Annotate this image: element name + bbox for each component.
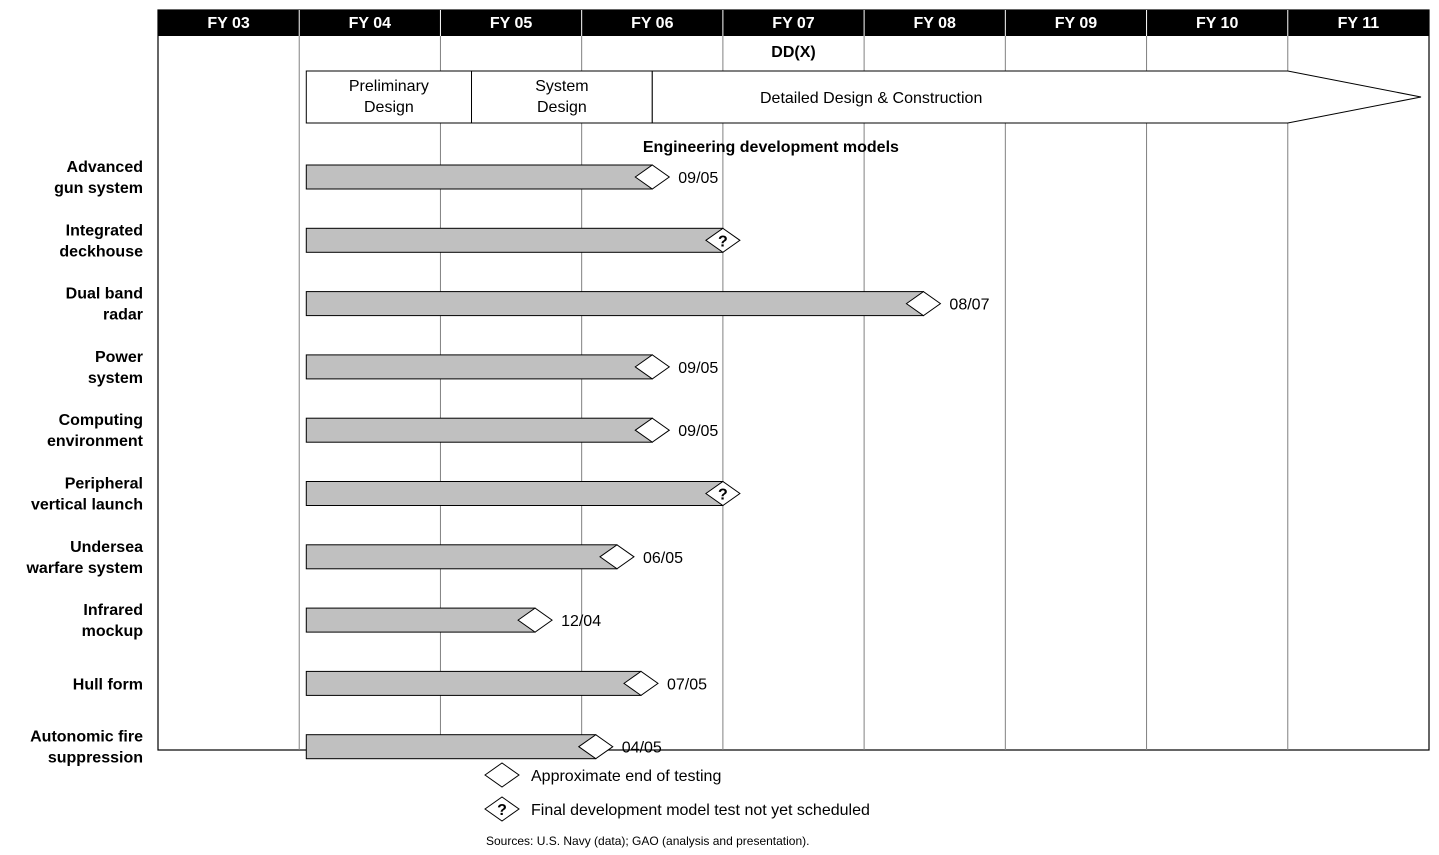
source-note: Sources: U.S. Navy (data); GAO (analysis…	[486, 834, 809, 848]
year-header-label: FY 06	[631, 15, 674, 32]
year-header-label: FY 09	[1055, 15, 1098, 32]
row-label: mockup	[82, 623, 144, 640]
task-bar	[305, 670, 642, 696]
end-of-testing-marker	[634, 417, 671, 443]
task-bar	[305, 291, 924, 317]
not-scheduled-marker	[705, 227, 741, 253]
legend-label: Approximate end of testing	[531, 768, 721, 785]
date-label: 12/04	[561, 613, 601, 630]
legend-label: Final development model test not yet sch…	[531, 802, 870, 819]
row-label: Dual band	[66, 286, 143, 303]
question-mark: ?	[718, 487, 728, 504]
end-of-testing-marker	[517, 607, 553, 633]
date-label: 04/05	[622, 740, 662, 757]
task-bar	[305, 544, 618, 570]
phase-box	[305, 70, 473, 124]
row-label: Advanced	[67, 159, 143, 176]
task-bar	[305, 354, 653, 380]
date-label: 07/05	[667, 676, 707, 693]
row-label: Hull form	[73, 676, 143, 693]
date-label: 08/07	[949, 297, 989, 314]
row-label: deckhouse	[59, 243, 143, 260]
end-of-testing-marker	[577, 734, 614, 760]
row-label: system	[88, 370, 143, 387]
row-label: warfare system	[25, 560, 143, 577]
task-bar	[305, 734, 597, 760]
end-of-testing-marker	[599, 544, 635, 570]
row-label: Power	[95, 349, 143, 366]
year-header-label: FY 04	[349, 15, 392, 32]
date-label: 09/05	[678, 423, 718, 440]
row-label: radar	[103, 307, 143, 324]
year-header-label: FY 08	[914, 15, 957, 32]
phase-label: Detailed Design & Construction	[760, 90, 982, 107]
task-bar	[305, 481, 724, 506]
legend-marker	[484, 796, 520, 822]
row-label: Integrated	[66, 222, 143, 239]
phase-label: System	[535, 78, 588, 95]
row-label: Infrared	[83, 602, 143, 619]
question-mark: ?	[497, 802, 507, 819]
row-label: Undersea	[70, 539, 143, 556]
end-of-testing-marker	[905, 290, 942, 317]
task-bar	[305, 417, 653, 443]
section-title: Engineering development models	[643, 139, 899, 156]
row-label: Autonomic fire	[30, 729, 143, 746]
year-header-label: FY 05	[490, 15, 533, 32]
year-header-label: FY 03	[207, 15, 250, 32]
task-bar	[305, 607, 536, 633]
phase-label: Design	[364, 99, 414, 116]
year-header-band	[158, 10, 1429, 36]
row-label: gun system	[54, 180, 143, 197]
row-label: vertical launch	[31, 497, 143, 514]
row-label: suppression	[48, 750, 143, 767]
date-label: 06/05	[643, 550, 683, 567]
phase-arrow	[651, 70, 1422, 124]
row-label: Peripheral	[65, 476, 143, 493]
row-label: environment	[47, 433, 144, 450]
phase-label: Preliminary	[349, 78, 429, 95]
date-label: 09/05	[678, 360, 718, 377]
end-of-testing-marker	[634, 164, 671, 190]
year-header-label: FY 11	[1338, 15, 1380, 32]
not-scheduled-marker	[705, 480, 741, 507]
year-header-label: FY 10	[1196, 15, 1239, 32]
legend-marker	[484, 762, 520, 788]
program-label: DD(X)	[771, 44, 815, 61]
phase-box	[471, 70, 653, 124]
task-bar	[305, 227, 724, 253]
phase-label: Design	[537, 99, 587, 116]
date-label: 09/05	[678, 170, 718, 187]
task-bar	[305, 164, 653, 190]
end-of-testing-marker	[623, 670, 659, 697]
question-mark: ?	[718, 233, 728, 250]
end-of-testing-marker	[634, 354, 671, 380]
year-header-label: FY 07	[772, 15, 815, 32]
row-label: Computing	[59, 412, 143, 429]
